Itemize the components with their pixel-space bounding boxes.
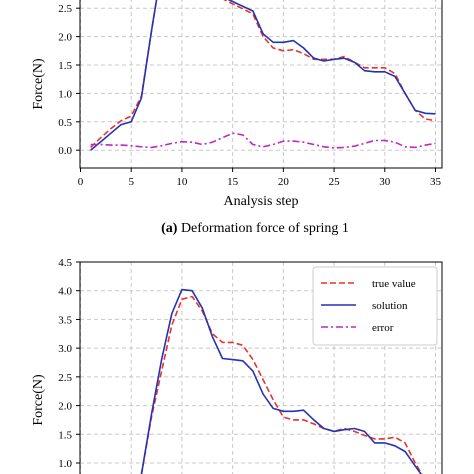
- chart-a-caption-label: (a): [161, 221, 178, 236]
- x-tick-label: 10: [176, 176, 188, 188]
- chart-a-caption: (a) Deformation force of spring 1: [161, 221, 349, 236]
- y-tick-label: 4.5: [58, 257, 72, 269]
- y-tick-label: 4.0: [58, 286, 72, 298]
- series-true-line: [140, 295, 423, 474]
- chart-b-ticks: 1.0 1.5 2.0 2.5 3.0 3.5 4.0 4.5: [58, 257, 80, 470]
- chart-b-series: [140, 288, 423, 474]
- chart-b-frame: [79, 261, 443, 474]
- y-tick-label: 2.0: [58, 32, 72, 44]
- x-tick-label: 0: [78, 176, 84, 188]
- x-tick-label: 20: [278, 176, 290, 188]
- chart-a-ticks: 0 5 10 15 20 25 30 35 0.0 0.5 1.0 1.5 2.0 2.5: [58, 3, 441, 188]
- chart-a-ylabel: Force(N): [31, 58, 46, 110]
- y-tick-label: 1.0: [58, 88, 72, 100]
- legend-true-label: true value: [372, 278, 416, 290]
- y-tick-label: 3.0: [58, 343, 72, 355]
- x-tick-label: 5: [128, 176, 134, 188]
- chart-a: 0 5 10 15 20 25 30 35 0.0 0.5 1.0 1.5 2.0 2.5 Force(N…: [31, 0, 443, 236]
- series-error-line: [90, 132, 436, 149]
- x-tick-label: 15: [227, 176, 239, 188]
- y-tick-label: 1.5: [58, 429, 72, 441]
- x-tick-label: 30: [379, 176, 391, 188]
- chart-a-frame: [79, 0, 443, 169]
- y-tick-label: 2.5: [58, 3, 72, 15]
- y-tick-label: 2.5: [58, 372, 72, 384]
- chart-b-ylabel: Force(N): [31, 374, 46, 426]
- y-tick-label: 0.5: [58, 117, 72, 129]
- legend-box: [312, 266, 438, 346]
- series-true-line: [90, 0, 436, 148]
- chart-a-grid: [80, 0, 442, 168]
- chart-b-legend: true value solution error: [312, 266, 438, 346]
- x-tick-label: 25: [329, 176, 341, 188]
- y-tick-label: 3.5: [58, 314, 72, 326]
- legend-solution-label: solution: [372, 300, 408, 312]
- x-tick-label: 35: [430, 176, 442, 188]
- y-tick-label: 0.0: [58, 145, 72, 157]
- y-tick-label: 2.0: [58, 401, 72, 413]
- y-tick-label: 1.5: [58, 60, 72, 72]
- series-solution-line: [90, 0, 436, 151]
- y-tick-label: 1.0: [58, 458, 72, 470]
- chart-a-series: [90, 0, 436, 151]
- chart-a-xlabel: Analysis step: [223, 194, 298, 209]
- legend-error-label: error: [372, 322, 394, 334]
- chart-a-caption-text: Deformation force of spring 1: [177, 221, 348, 236]
- series-solution-line: [140, 288, 422, 474]
- chart-b: 1.0 1.5 2.0 2.5 3.0 3.5 4.0 4.5 Force(N) true v…: [31, 257, 443, 474]
